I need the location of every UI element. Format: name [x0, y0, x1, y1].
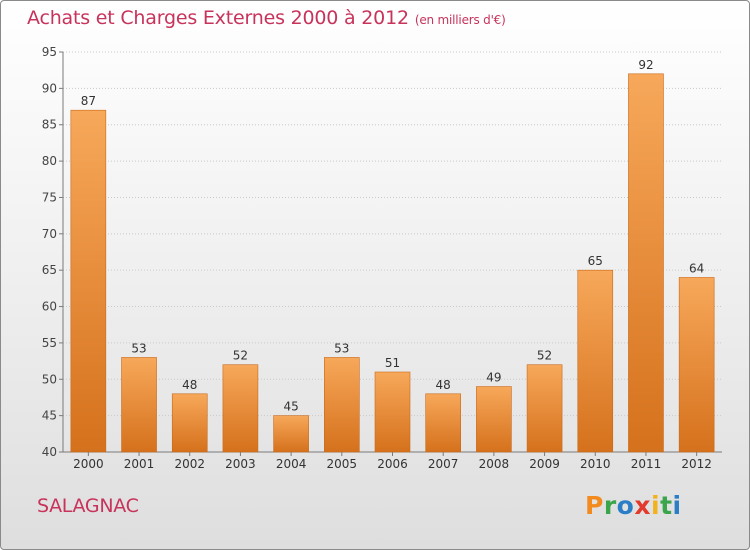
bar-value-label: 92 — [638, 58, 653, 72]
bar-value-label: 51 — [385, 356, 400, 370]
bar — [70, 109, 107, 453]
bar-value-label: 49 — [486, 371, 501, 385]
bar-value-label: 87 — [81, 94, 96, 108]
x-tick-label: 2000 — [73, 457, 104, 471]
bar — [273, 415, 309, 453]
bar — [678, 277, 715, 453]
chart-subtitle: (en milliers d'€) — [414, 13, 506, 27]
x-tick-label: 2001 — [124, 457, 155, 471]
bar — [425, 393, 461, 453]
logo-letter: x — [634, 491, 651, 520]
chart-title: Achats et Charges Externes 2000 à 2012 (e… — [27, 7, 506, 29]
y-tick-label: 90 — [42, 81, 57, 95]
y-tick-label: 50 — [42, 372, 57, 386]
logo-letter: P — [585, 491, 604, 520]
bar — [324, 357, 360, 453]
logo-letter: t — [660, 491, 673, 520]
y-tick-label: 65 — [42, 263, 57, 277]
bar — [628, 73, 664, 453]
x-tick-label: 2004 — [276, 457, 307, 471]
bar — [374, 371, 411, 453]
bar — [476, 386, 512, 453]
logo-letter: o — [616, 491, 635, 520]
y-tick-label: 40 — [42, 445, 57, 459]
bar-value-label: 65 — [588, 254, 603, 268]
logo-letter: i — [672, 491, 682, 520]
bar-value-label: 53 — [334, 341, 349, 355]
bar — [577, 269, 614, 453]
bar-value-label: 48 — [182, 378, 197, 392]
y-tick-label: 55 — [42, 336, 57, 350]
bar-value-label: 48 — [436, 378, 451, 392]
x-tick-label: 2009 — [529, 457, 560, 471]
x-tick-label: 2006 — [377, 457, 408, 471]
logo-letter: r — [603, 491, 617, 520]
bar-value-label: 64 — [689, 261, 704, 275]
x-tick-label: 2007 — [428, 457, 459, 471]
y-tick-label: 85 — [42, 118, 57, 132]
y-tick-label: 80 — [42, 154, 57, 168]
x-tick-label: 2012 — [681, 457, 712, 471]
x-tick-label: 2010 — [580, 457, 611, 471]
x-tick-label: 2008 — [479, 457, 510, 471]
proxiti-logo: Proxiti — [585, 491, 682, 520]
x-tick-label: 2002 — [174, 457, 205, 471]
y-tick-label: 95 — [42, 45, 57, 59]
bar — [121, 357, 157, 453]
bar — [222, 364, 259, 453]
bar-value-label: 53 — [131, 341, 146, 355]
y-tick-label: 60 — [42, 300, 57, 314]
bar-value-label: 45 — [283, 400, 298, 414]
x-tick-label: 2003 — [225, 457, 256, 471]
bar — [171, 393, 208, 453]
bar-value-label: 52 — [233, 349, 248, 363]
chart-title-text: Achats et Charges Externes 2000 à 2012 — [27, 7, 409, 29]
y-tick-label: 45 — [42, 409, 57, 423]
y-tick-label: 75 — [42, 190, 57, 204]
x-tick-label: 2011 — [631, 457, 662, 471]
x-tick-label: 2005 — [327, 457, 358, 471]
bar-value-label: 52 — [537, 349, 552, 363]
bar — [526, 364, 563, 453]
y-tick-label: 70 — [42, 227, 57, 241]
commune-name: SALAGNAC — [37, 495, 139, 517]
logo-letter: i — [651, 491, 661, 520]
